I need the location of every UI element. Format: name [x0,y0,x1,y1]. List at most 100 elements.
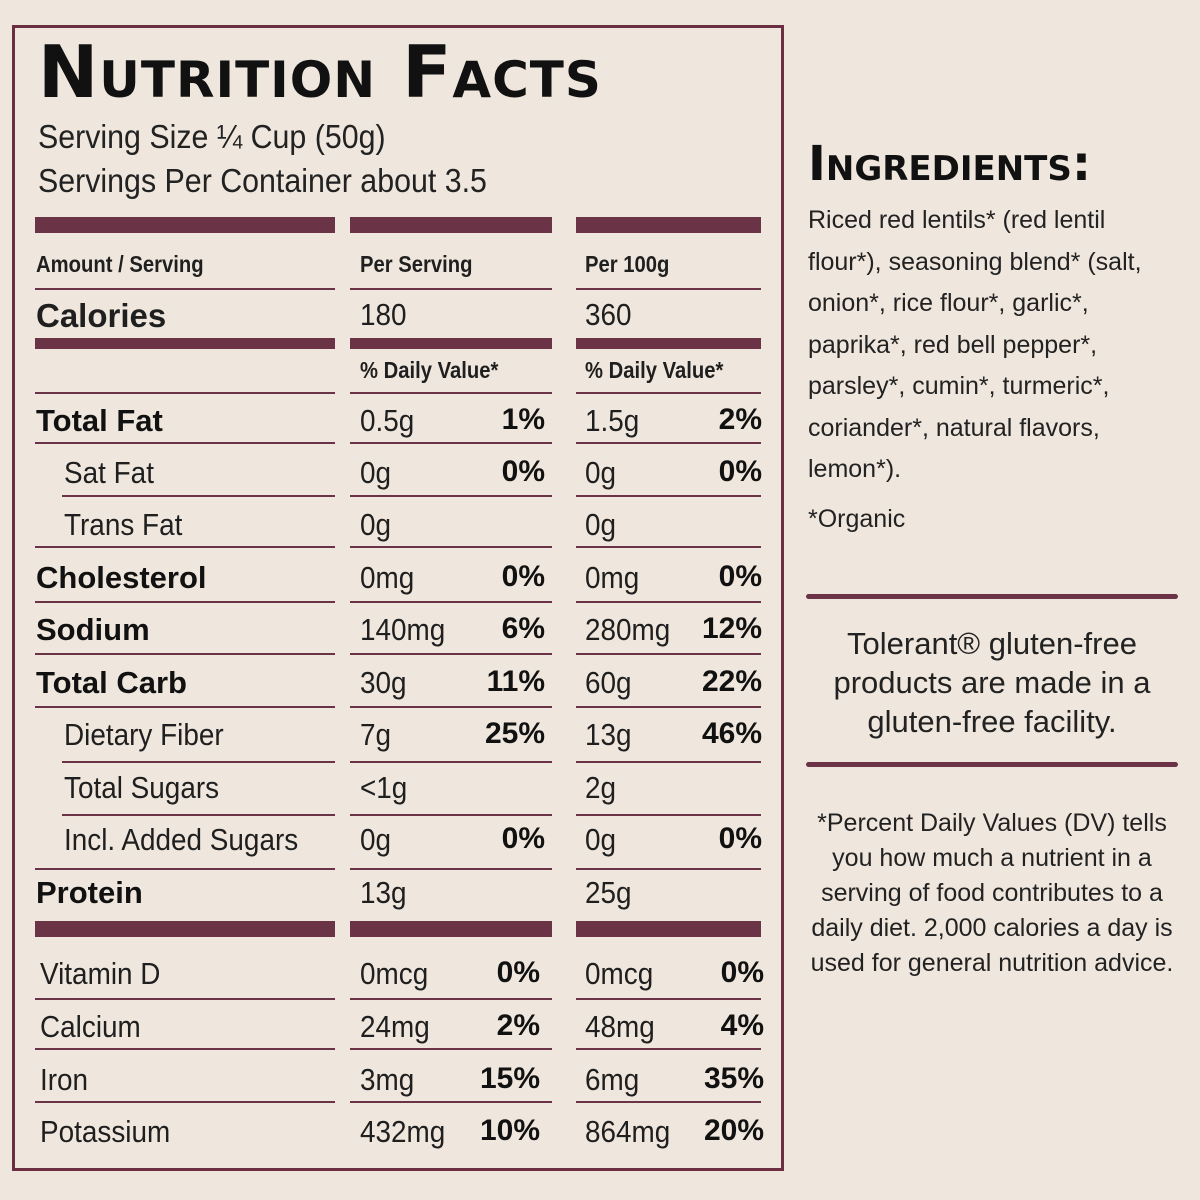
row-rule [350,998,552,1000]
ingredients-text: Riced red lentils* (red lentil flour*), … [808,206,1142,483]
row-rule [35,653,335,655]
vitamin-per-serving: 24mg [360,1009,430,1044]
row-rule [350,814,552,816]
calories-per-100g: 360 [585,297,632,332]
row-rule [350,546,552,548]
row-rule [350,868,552,870]
nutrient-name: Total Carb [36,665,187,700]
nutrient-per-100g: 13g [585,717,632,752]
row-rule [35,706,335,708]
nutrient-per-100g-dv: 0% [718,822,762,855]
vitamin-per-serving-dv: 15% [479,1062,540,1095]
row-rule [350,601,552,603]
row-rule [576,546,761,548]
row-rule [35,288,335,290]
row-rule [576,392,761,394]
nutrient-per-serving-dv: 0% [501,822,545,855]
nutrient-name: Incl. Added Sugars [64,822,299,857]
row-rule [35,998,335,1000]
nutrient-per-100g: 25g [585,875,632,910]
nutrient-per-serving-dv: 1% [501,403,545,436]
nutrient-per-100g: 1.5g [585,403,640,438]
vitamin-per-100g: 48mg [585,1009,655,1044]
divider-bar [35,338,335,349]
nutrient-per-serving-dv: 6% [501,612,545,645]
vitamin-name: Vitamin D [40,956,161,991]
nutrient-per-100g: 60g [585,665,632,700]
nutrient-per-serving: 30g [360,665,407,700]
row-rule [576,288,761,290]
divider-bar [35,217,335,233]
nutrient-per-100g: 280mg [585,612,671,647]
nutrient-per-serving: 0g [360,455,392,490]
vitamin-per-serving-dv: 0% [496,956,540,989]
nutrient-per-serving: 140mg [360,612,446,647]
nutrition-title: Nutrition Facts [38,30,602,114]
vitamin-per-100g: 0mcg [585,956,654,991]
nutrient-per-serving: 7g [360,717,392,752]
row-rule [62,761,335,763]
nutrient-name: Sat Fat [64,455,154,490]
row-rule [35,392,335,394]
nutrient-per-100g: 2g [585,770,617,805]
divider-rule [806,762,1178,767]
row-rule [62,495,335,497]
divider-bar [576,217,761,233]
row-rule [350,392,552,394]
ingredients-title: Ingredients: [808,136,1092,192]
row-rule [350,1048,552,1050]
nutrient-per-serving: 0g [360,507,392,542]
row-rule [62,814,335,816]
divider-bar [350,217,552,233]
nutrient-per-serving-dv: 0% [501,455,545,488]
calories-per-serving: 180 [360,297,407,332]
nutrient-per-100g-dv: 46% [701,717,762,750]
dv-header-100g: % Daily Value* [585,357,724,383]
divider-bar [350,338,552,349]
nutrient-per-100g: 0g [585,822,617,857]
nutrient-name: Total Sugars [64,770,220,805]
nutrient-name: Dietary Fiber [64,717,224,752]
nutrient-per-100g-dv: 2% [718,403,762,436]
col-header-per-serving: Per Serving [360,251,473,277]
nutrient-per-serving: <1g [360,770,408,805]
daily-value-footnote: *Percent Daily Values (DV) tells you how… [810,809,1174,977]
row-rule [576,653,761,655]
divider-bar [350,921,552,937]
row-rule [350,706,552,708]
nutrient-per-serving-dv: 11% [486,665,545,698]
nutrient-name: Sodium [36,612,150,647]
row-rule [350,1101,552,1103]
row-rule [576,601,761,603]
vitamin-per-100g: 864mg [585,1114,671,1149]
vitamin-per-100g-dv: 35% [703,1062,764,1095]
nutrient-per-100g-dv: 0% [718,560,762,593]
col-header-per-100g: Per 100g [585,251,670,277]
row-rule [576,814,761,816]
nutrient-name: Total Fat [36,403,163,438]
row-rule [350,288,552,290]
divider-rule [806,594,1178,599]
row-rule [350,653,552,655]
nutrient-per-100g: 0mg [585,560,640,595]
serving-size: Serving Size ¼ Cup (50g) [38,118,386,155]
vitamin-per-serving: 3mg [360,1062,415,1097]
vitamin-per-serving-dv: 10% [479,1114,540,1147]
row-rule [576,868,761,870]
row-rule [35,1101,335,1103]
nutrition-panel [12,25,784,1171]
vitamin-name: Calcium [40,1009,141,1044]
row-rule [35,442,335,444]
vitamin-name: Iron [40,1062,89,1097]
nutrient-per-serving: 0mg [360,560,415,595]
nutrient-per-100g-dv: 12% [701,612,762,645]
gluten-free-note: Tolerant® gluten-free products are made … [833,626,1151,739]
row-rule [350,442,552,444]
nutrient-per-serving-dv: 25% [484,717,545,750]
vitamin-per-serving: 432mg [360,1114,446,1149]
row-rule [350,761,552,763]
vitamin-per-100g-dv: 0% [720,956,764,989]
dv-header-serving: % Daily Value* [360,357,499,383]
nutrient-per-100g-dv: 22% [701,665,762,698]
nutrient-per-serving-dv: 0% [501,560,545,593]
